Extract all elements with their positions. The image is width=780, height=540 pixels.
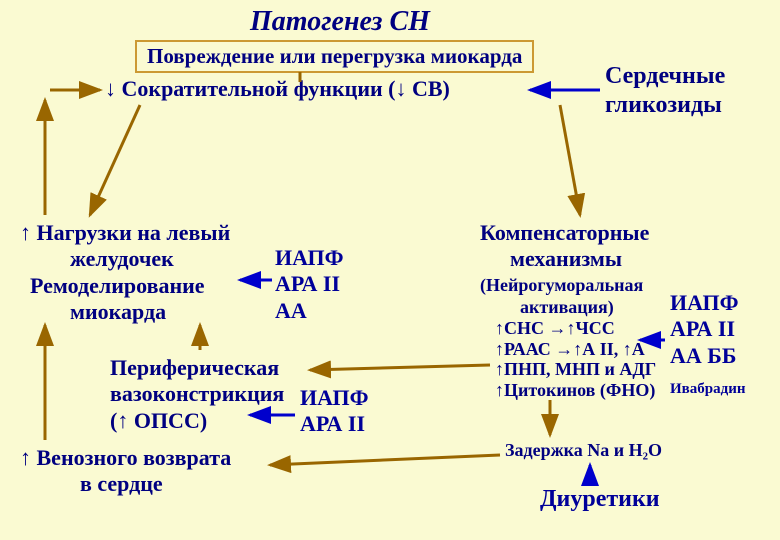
- load-l4: миокарда: [20, 299, 230, 325]
- iapf1-l3: АА: [275, 298, 343, 324]
- iapf2-l1: ИАПФ: [300, 385, 368, 411]
- vaso-l2: вазоконстрикция: [110, 381, 284, 407]
- act-l2: ↑РААС →↑А II, ↑A: [495, 339, 656, 360]
- node-drugs-bottom: ИАПФ АРА II: [300, 385, 368, 438]
- load-l2: желудочек: [20, 246, 230, 272]
- node-retention: Задержка Na и H₂O: [505, 440, 662, 462]
- node-neurohumoral: (Нейрогуморальная активация): [480, 275, 643, 318]
- diagram-title: Патогенез СН: [250, 5, 430, 39]
- node-drugs-middle: ИАПФ АРА II АА: [275, 245, 343, 324]
- node-drugs-right: ИАПФ АРА II АА ББ: [670, 290, 738, 369]
- glycosides-l1: Сердечные: [605, 62, 725, 91]
- iapf1-l1: ИАПФ: [275, 245, 343, 271]
- drugs2-l3: АА ББ: [670, 343, 738, 369]
- glycosides-l2: гликозиды: [605, 91, 725, 120]
- node-ivabradin: Ивабрадин: [670, 380, 745, 398]
- act-l4: ↑Цитокинов (ФНО): [495, 380, 656, 401]
- compens-l1: Компенсаторные: [480, 220, 649, 246]
- node-activation: ↑СНС →↑ЧСС ↑РААС →↑А II, ↑A ↑ПНП, МНП и …: [495, 318, 656, 401]
- neuro-l2: активация): [480, 297, 643, 319]
- node-diuretics: Диуретики: [540, 485, 660, 514]
- node-glycosides: Сердечные гликозиды: [605, 62, 725, 120]
- node-damage-box: Повреждение или перегрузка миокарда: [135, 40, 534, 73]
- neuro-l1: (Нейрогуморальная: [480, 275, 643, 297]
- load-l3: Ремоделирование: [20, 273, 230, 299]
- node-contractile: ↓ Сократительной функции (↓ СВ): [105, 76, 450, 102]
- node-vasoconstriction: Периферическая вазоконстрикция (↑ ОПСС): [110, 355, 284, 434]
- venous-l2: в сердце: [20, 471, 231, 497]
- iapf1-l2: АРА II: [275, 271, 343, 297]
- compens-l2: механизмы: [480, 246, 649, 272]
- node-compensatory: Компенсаторные механизмы: [480, 220, 649, 273]
- vaso-l3: (↑ ОПСС): [110, 408, 284, 434]
- act-l3: ↑ПНП, МНП и АДГ: [495, 359, 656, 380]
- act-l1: ↑СНС →↑ЧСС: [495, 318, 656, 339]
- drugs2-l2: АРА II: [670, 316, 738, 342]
- iapf2-l2: АРА II: [300, 411, 368, 437]
- venous-l1: ↑ Венозного возврата: [20, 445, 231, 471]
- node-load: ↑ Нагрузки на левый желудочек Ремоделиро…: [20, 220, 230, 326]
- load-l1: ↑ Нагрузки на левый: [20, 220, 230, 246]
- node-venous: ↑ Венозного возврата в сердце: [20, 445, 231, 498]
- drugs2-l1: ИАПФ: [670, 290, 738, 316]
- vaso-l1: Периферическая: [110, 355, 284, 381]
